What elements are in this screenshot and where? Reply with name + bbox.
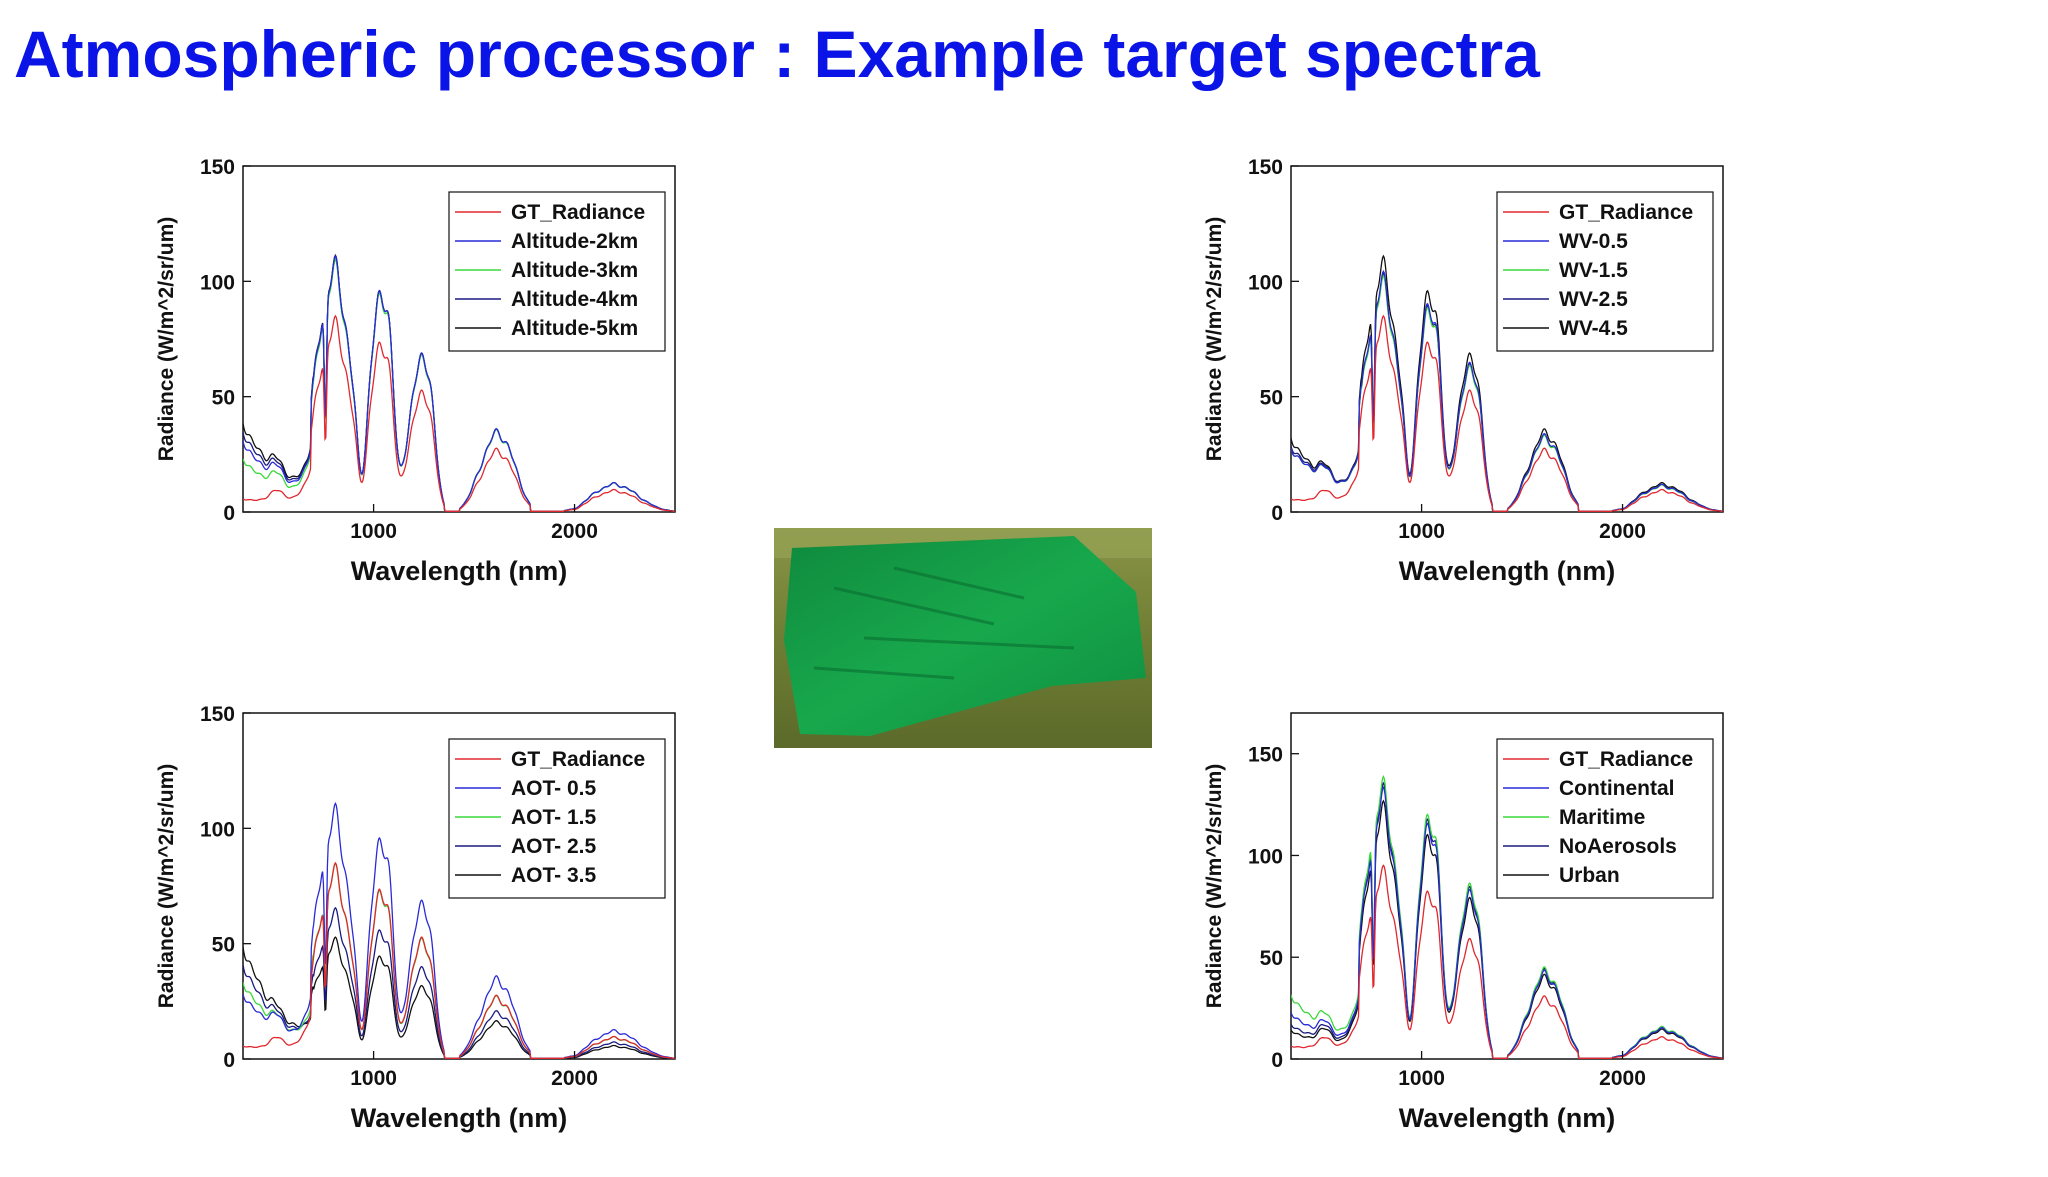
legend-label: Altitude-2km (511, 230, 638, 253)
legend-box (1496, 738, 1714, 899)
x-tick-label: 1000 (1398, 1067, 1445, 1090)
legend-box (448, 191, 666, 352)
chart-aerosol-model-svg: 0 50 100 150 1000 2000 Wavelength (nm) Radiance… (1203, 712, 1724, 1133)
tarp-fold (813, 566, 1075, 680)
y-tick-label: 0 (223, 1049, 235, 1072)
x-tick-label: 1000 (350, 1067, 397, 1090)
series-group (1291, 254, 1723, 512)
series-line-gt-radiance (243, 861, 675, 1059)
legend-label: GT_Radiance (1559, 201, 1693, 224)
x-axis-label: Wavelength (nm) (351, 1103, 568, 1133)
y-tick-label: 150 (200, 703, 235, 726)
series-group (243, 802, 675, 1059)
series-line-aot-3-5 (243, 936, 675, 1059)
y-tick-label: 0 (1271, 1049, 1283, 1072)
legend-label: WV-1.5 (1559, 259, 1628, 282)
legend-label: WV-4.5 (1559, 317, 1628, 340)
y-tick-label: 100 (1248, 271, 1283, 294)
legend-label: GT_Radiance (1559, 748, 1693, 771)
y-tick-label: 50 (1260, 947, 1283, 970)
y-tick-label: 50 (1260, 387, 1283, 410)
legend-label: Maritime (1559, 806, 1645, 829)
legend-label: Continental (1559, 777, 1675, 800)
y-tick-label: 50 (212, 934, 235, 957)
chart-water-vapour-svg: 0 50 100 150 1000 2000 Wavelength (nm) Radiance… (1203, 156, 1724, 586)
slide-title: Atmospheric processor : Example target s… (14, 17, 1540, 91)
y-tick-label: 150 (200, 156, 235, 179)
y-tick-label: 0 (1271, 502, 1283, 525)
series-group (243, 253, 675, 512)
chart-water-vapour: 0 50 100 150 1000 2000 Wavelength (nm) Radiance… (1188, 150, 1808, 630)
chart-altitude: 0 50 100 150 1000 2000 Wavelength (nm) Radiance… (140, 150, 760, 630)
x-axis-label: Wavelength (nm) (1399, 556, 1616, 586)
y-tick-label: 50 (212, 387, 235, 410)
legend-label: GT_Radiance (511, 748, 645, 771)
legend-label: AOT- 1.5 (511, 806, 597, 829)
plot-frame (1290, 712, 1724, 1060)
series-line-gt-radiance (1291, 314, 1723, 512)
x-tick-label: 2000 (551, 520, 598, 543)
y-axis-label: Radiance (W/m^2/sr/um) (1203, 764, 1226, 1008)
series-line-aot-2-5 (243, 906, 675, 1059)
target-photo (774, 528, 1152, 748)
series-group (1291, 775, 1723, 1059)
legend-label: WV-2.5 (1559, 288, 1628, 311)
y-axis-label: Radiance (W/m^2/sr/um) (155, 764, 178, 1008)
chart-aerosol-model: 0 50 100 150 1000 2000 Wavelength (nm) Radiance… (1188, 697, 1808, 1177)
legend-label: Altitude-5km (511, 317, 638, 340)
legend-box (1496, 191, 1714, 352)
chart-aot: 0 50 100 150 1000 2000 Wavelength (nm) Radiance… (140, 697, 760, 1177)
plot-frame (1290, 165, 1724, 513)
y-axis-label: Radiance (W/m^2/sr/um) (1203, 217, 1226, 461)
legend-label: AOT- 2.5 (511, 835, 597, 858)
y-tick-label: 0 (223, 502, 235, 525)
target-photo-svg (774, 528, 1152, 748)
plot-frame (242, 165, 676, 513)
y-tick-label: 150 (1248, 156, 1283, 179)
legend-label: Urban (1559, 864, 1620, 887)
legend-label: WV-0.5 (1559, 230, 1628, 253)
y-tick-label: 100 (1248, 845, 1283, 868)
y-tick-label: 100 (200, 271, 235, 294)
x-tick-label: 1000 (1398, 520, 1445, 543)
legend-label: AOT- 0.5 (511, 777, 597, 800)
x-axis-label: Wavelength (nm) (1399, 1103, 1616, 1133)
legend-label: AOT- 3.5 (511, 864, 597, 887)
x-tick-label: 2000 (1599, 520, 1646, 543)
legend-box (448, 738, 666, 899)
x-tick-label: 1000 (350, 520, 397, 543)
legend-label: Altitude-3km (511, 259, 638, 282)
legend-label: Altitude-4km (511, 288, 638, 311)
y-tick-label: 150 (1248, 744, 1283, 767)
chart-altitude-svg: 0 50 100 150 1000 2000 Wavelength (nm) Radiance… (155, 156, 676, 586)
x-tick-label: 2000 (1599, 1067, 1646, 1090)
series-line-gt-radiance (1291, 864, 1723, 1059)
series-line-gt-radiance (243, 314, 675, 512)
y-axis-label: Radiance (W/m^2/sr/um) (155, 217, 178, 461)
x-tick-label: 2000 (551, 1067, 598, 1090)
chart-aot-svg: 0 50 100 150 1000 2000 Wavelength (nm) Radiance… (155, 703, 676, 1133)
y-tick-label: 100 (200, 818, 235, 841)
green-tarp (784, 536, 1146, 736)
legend-label: NoAerosols (1559, 835, 1677, 858)
x-axis-label: Wavelength (nm) (351, 556, 568, 586)
legend-label: GT_Radiance (511, 201, 645, 224)
plot-frame (242, 712, 676, 1060)
